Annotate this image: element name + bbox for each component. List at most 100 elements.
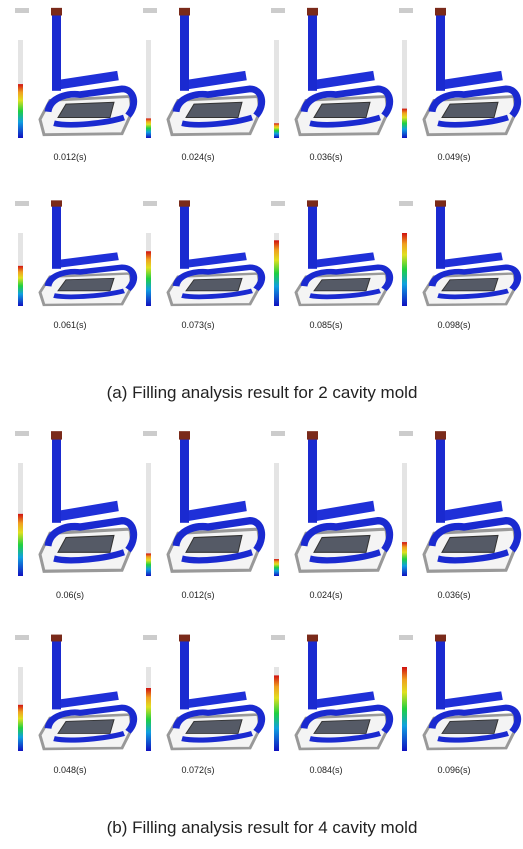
sprue (308, 439, 317, 523)
sprue (180, 439, 189, 523)
sprue-cap (435, 8, 446, 16)
part (442, 535, 498, 552)
result-frame (15, 431, 134, 576)
colorbar (274, 463, 279, 576)
runner (312, 696, 374, 705)
mold-model (424, 635, 518, 749)
sprue (436, 641, 445, 710)
sprue-cap (435, 431, 446, 439)
sprue-cap (179, 200, 190, 206)
sprue-cap (307, 8, 318, 16)
legend-header (15, 8, 29, 13)
mold-model (424, 200, 518, 305)
result-frame (143, 431, 262, 576)
sprue (308, 15, 317, 91)
result-frame (271, 8, 390, 138)
mold-model (168, 8, 262, 135)
runner (56, 506, 118, 517)
colorbar-fill (274, 123, 279, 138)
time-label: 0.098(s) (437, 320, 470, 330)
sprue (52, 15, 61, 91)
result-frame (271, 635, 390, 751)
mold-model (296, 8, 390, 135)
time-label: 0.085(s) (309, 320, 342, 330)
runner (312, 506, 374, 517)
colorbar-fill (146, 688, 151, 751)
mold-model (296, 431, 390, 571)
time-label: 0.072(s) (181, 765, 214, 775)
time-label: 0.084(s) (309, 765, 342, 775)
part (186, 102, 242, 117)
sprue (436, 439, 445, 523)
time-label: 0.073(s) (181, 320, 214, 330)
legend-header (143, 201, 157, 206)
legend-header (15, 431, 29, 436)
colorbar-fill (274, 675, 279, 751)
result-frame (15, 635, 134, 751)
sprue (436, 206, 445, 269)
part (186, 720, 242, 734)
mold-model (40, 431, 134, 571)
legend-header (271, 635, 285, 640)
result-frame (271, 200, 390, 306)
runner (440, 506, 502, 517)
colorbar-fill (146, 118, 151, 138)
sprue (308, 206, 317, 269)
part (58, 720, 114, 734)
part (314, 535, 370, 552)
sprue-cap (435, 200, 446, 206)
sprue-cap (307, 635, 318, 642)
runner (440, 256, 502, 264)
sprue (52, 206, 61, 269)
result-frame (271, 431, 390, 576)
runner (184, 256, 246, 264)
part (442, 720, 498, 734)
sprue (436, 15, 445, 91)
colorbar-fill (274, 240, 279, 306)
colorbar-fill (274, 559, 279, 576)
time-label: 0.06(s) (56, 590, 84, 600)
runner (312, 76, 374, 86)
time-label: 0.049(s) (437, 152, 470, 162)
result-frame (399, 200, 518, 306)
time-label: 0.061(s) (53, 320, 86, 330)
runner (184, 506, 246, 517)
legend-header (271, 8, 285, 13)
colorbar-fill (18, 705, 23, 751)
result-frame (399, 431, 518, 576)
legend-header (399, 201, 413, 206)
colorbar-fill (402, 667, 407, 751)
result-frame (143, 635, 262, 751)
part (442, 278, 498, 291)
legend-header (143, 431, 157, 436)
sprue (308, 641, 317, 710)
runner (440, 76, 502, 86)
colorbar-fill (146, 553, 151, 576)
legend-header (399, 431, 413, 436)
legend-header (271, 431, 285, 436)
sprue-cap (307, 431, 318, 439)
part (314, 102, 370, 117)
sprue-cap (179, 635, 190, 642)
mold-model (168, 200, 262, 305)
mold-model (424, 8, 518, 135)
runner (184, 696, 246, 705)
colorbar-fill (18, 84, 23, 138)
result-frame (15, 8, 134, 138)
colorbar-fill (402, 542, 407, 576)
part (58, 278, 114, 291)
part (314, 278, 370, 291)
part (442, 102, 498, 117)
sprue-cap (307, 200, 318, 206)
mold-model (168, 431, 262, 571)
runner (56, 696, 118, 705)
mold-model (40, 8, 134, 135)
time-label: 0.048(s) (53, 765, 86, 775)
legend-header (143, 8, 157, 13)
sprue (180, 206, 189, 269)
result-frame (143, 8, 262, 138)
colorbar-fill (402, 109, 407, 138)
result-frame (399, 8, 518, 138)
panel-caption: (b) Filling analysis result for 4 cavity… (107, 818, 418, 837)
sprue-cap (51, 8, 62, 16)
